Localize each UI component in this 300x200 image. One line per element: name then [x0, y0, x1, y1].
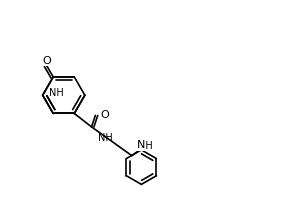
Text: NH: NH: [98, 133, 112, 143]
Text: NH: NH: [50, 88, 64, 98]
Text: N: N: [137, 140, 146, 150]
Text: NH: NH: [138, 141, 153, 151]
Text: O: O: [42, 56, 51, 66]
Text: O: O: [100, 110, 109, 120]
